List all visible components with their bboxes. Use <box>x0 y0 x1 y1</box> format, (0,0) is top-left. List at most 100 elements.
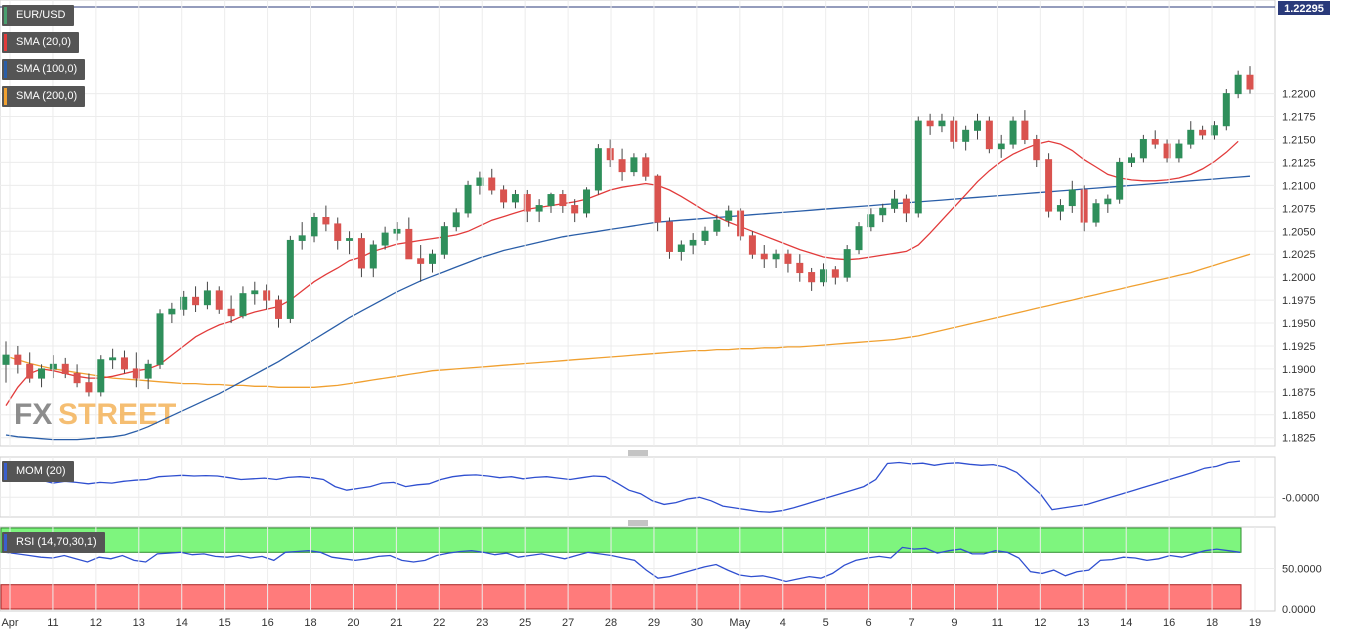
candle-body <box>263 290 271 301</box>
watermark-street: STREET <box>58 398 176 431</box>
last-price-box <box>1278 1 1330 15</box>
candle <box>417 245 425 282</box>
rsi-y-tick-label: 0.0000 <box>1282 604 1316 616</box>
sma-20-path <box>5 140 1239 406</box>
candle <box>523 189 531 223</box>
candle-body <box>61 363 69 375</box>
legend-momentum[interactable]: MOM (20) <box>2 461 74 482</box>
candle <box>630 153 638 177</box>
candle-body <box>1163 143 1171 159</box>
candle <box>760 245 768 268</box>
rsi-oversold-zone <box>0 584 1242 610</box>
price-y-tick-label: 1.2200 <box>1282 89 1316 101</box>
candle <box>1080 185 1088 232</box>
candle-body <box>120 357 128 370</box>
candle <box>476 171 484 195</box>
candle-body <box>689 239 697 246</box>
candle-body <box>417 258 425 264</box>
candle <box>511 189 519 209</box>
legend-sma-200[interactable]: SMA (200,0) <box>2 86 86 107</box>
candle-body <box>1104 198 1112 205</box>
fxstreet-watermark: FX STREET <box>14 398 176 431</box>
candle <box>665 217 673 259</box>
candle-body <box>286 239 294 319</box>
legend-eurusd[interactable]: EUR/USD <box>2 5 74 26</box>
x-axis: Apr 11 12 13 14 15 16 18 20 21 22 23 25 27 28 29 30 May 4 5… <box>1 0 1261 629</box>
candle <box>689 233 697 255</box>
candle <box>239 286 247 319</box>
candle-body <box>642 157 650 177</box>
candle-body <box>369 244 377 269</box>
candle <box>808 267 816 291</box>
candle <box>464 180 472 218</box>
candle <box>132 352 140 388</box>
candle-body <box>132 368 140 379</box>
x-tick-label: 13 <box>1077 617 1089 629</box>
candle-body <box>156 313 164 365</box>
candle-body <box>1056 205 1064 212</box>
candle-body <box>594 148 602 191</box>
candle <box>369 240 377 278</box>
pane-divider-2[interactable] <box>628 520 648 526</box>
candle-body <box>1021 120 1029 140</box>
candle <box>902 194 910 223</box>
price-y-tick-label: 1.2025 <box>1282 249 1316 261</box>
legend-sma-100-swatch <box>4 61 7 78</box>
price-y-tick-label: 1.1875 <box>1282 387 1316 399</box>
candle-body <box>808 272 816 283</box>
momentum-panel-frame <box>0 456 1276 518</box>
candle <box>192 286 200 313</box>
x-tick-label: 25 <box>519 617 531 629</box>
legend-sma-100-label: SMA (100,0) <box>16 63 78 75</box>
candle-body <box>606 148 614 161</box>
legend-rsi[interactable]: RSI (14,70,30,1) <box>2 532 105 553</box>
legend-sma-20[interactable]: SMA (20,0) <box>2 32 80 53</box>
price-y-tick-label: 1.2100 <box>1282 180 1316 192</box>
x-tick-label: 12 <box>1034 617 1046 629</box>
candle <box>203 281 211 310</box>
candle <box>168 302 176 324</box>
x-tick-label: 5 <box>823 617 829 629</box>
candle-body <box>523 194 531 212</box>
candle <box>772 249 780 268</box>
candle-body <box>950 120 958 142</box>
candle <box>1128 153 1136 168</box>
candle-body <box>1199 129 1207 136</box>
x-tick-label: May <box>729 617 750 629</box>
candle-body <box>180 296 188 310</box>
candle <box>61 357 69 379</box>
pane-divider-1[interactable] <box>628 450 648 456</box>
candle-body <box>713 219 721 232</box>
candle-body <box>535 205 543 212</box>
candle-body <box>843 249 851 278</box>
x-tick-label: 29 <box>648 617 660 629</box>
candle <box>974 113 982 140</box>
candle <box>334 217 342 250</box>
candle <box>310 212 318 243</box>
candle <box>701 226 709 246</box>
candle <box>819 263 827 287</box>
candle <box>393 222 401 241</box>
legend-sma-100[interactable]: SMA (100,0) <box>2 59 86 80</box>
legend-eurusd-label: EUR/USD <box>16 9 66 21</box>
candle <box>26 352 34 383</box>
candle-body <box>1092 203 1100 223</box>
momentum-line <box>5 460 1241 513</box>
candle <box>227 295 235 324</box>
momentum-y-axis: -0.0000 <box>1282 492 1319 504</box>
candle <box>2 341 10 383</box>
candle <box>381 226 389 250</box>
candle-body <box>1222 93 1230 127</box>
candle <box>962 125 970 151</box>
candle <box>926 113 934 135</box>
x-tick-label: 12 <box>90 617 102 629</box>
candle <box>1163 139 1171 163</box>
candle <box>1210 121 1218 140</box>
candle <box>1187 121 1195 149</box>
x-tick-label: 18 <box>304 617 316 629</box>
candle-body <box>334 223 342 241</box>
legend-rsi-label: RSI (14,70,30,1) <box>16 536 97 548</box>
candle-body <box>203 290 211 306</box>
x-tick-label: 4 <box>780 617 786 629</box>
candle <box>73 364 81 388</box>
